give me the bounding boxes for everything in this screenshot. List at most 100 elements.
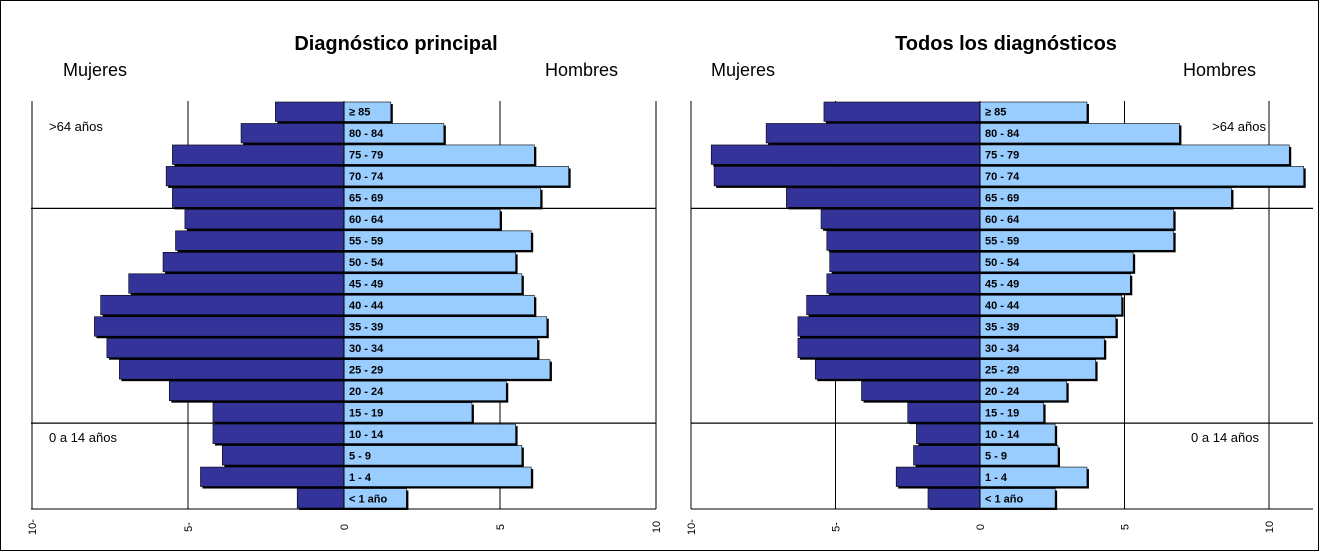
age-label: 50 - 54: [349, 257, 384, 269]
age-label: 70 - 74: [985, 171, 1020, 183]
bar-women: [786, 187, 981, 208]
bar-women: [119, 359, 345, 380]
bar-women: [797, 316, 981, 337]
bar-women: [861, 380, 981, 401]
bar-women: [172, 187, 345, 208]
age-label: 55 - 59: [985, 236, 1019, 248]
age-label: 25 - 29: [349, 364, 383, 376]
tick-label: 10-: [686, 519, 698, 535]
tick-label: 5-: [183, 522, 195, 532]
bar-women: [100, 294, 345, 316]
group-label-elderly: >64 años: [49, 119, 103, 134]
age-label: 50 - 54: [985, 257, 1020, 269]
age-label: 75 - 79: [349, 150, 383, 162]
age-label: 70 - 74: [349, 171, 384, 183]
age-label: < 1 año: [349, 493, 387, 505]
age-label: 75 - 79: [985, 150, 1019, 162]
age-label: ≥ 85: [349, 107, 370, 119]
age-label: 30 - 34: [349, 343, 384, 355]
age-label: 45 - 49: [985, 279, 1019, 291]
bar-women: [823, 101, 981, 122]
bar-women: [806, 294, 981, 316]
age-label: 5 - 9: [349, 450, 371, 462]
tick-label: 0: [339, 524, 351, 530]
bar-women: [184, 209, 345, 230]
age-label: 10 - 14: [985, 429, 1020, 441]
age-label: 45 - 49: [349, 279, 383, 291]
bar-women: [106, 337, 345, 358]
bar-women: [797, 337, 981, 358]
bar-women: [162, 252, 345, 273]
bar-women: [765, 123, 981, 144]
age-label: 15 - 19: [985, 407, 1019, 419]
bar-women: [710, 144, 981, 165]
left-axis-label: Mujeres: [711, 60, 775, 80]
bar-women: [212, 423, 345, 444]
age-label: 1 - 4: [349, 472, 372, 484]
age-label: 25 - 29: [985, 364, 1019, 376]
bar-women: [296, 488, 345, 509]
group-label-children: 0 a 14 años: [49, 430, 117, 445]
tick-label: 10: [651, 521, 663, 533]
age-label: 35 - 39: [985, 321, 1019, 333]
bar-men: [979, 144, 1290, 165]
age-label: 20 - 24: [985, 386, 1020, 398]
bar-women: [829, 252, 981, 273]
age-label: 55 - 59: [349, 236, 383, 248]
bar-men: [979, 166, 1304, 187]
bar-women: [222, 445, 345, 466]
tick-label: 5-: [831, 522, 843, 532]
bar-women: [128, 273, 345, 294]
bar-women: [895, 466, 981, 487]
age-label: 1 - 4: [985, 472, 1008, 484]
pyramid-panel-2: Todos los diagnósticos Mujeres Hombres ≥ 85…: [686, 33, 1313, 535]
age-label: 40 - 44: [985, 300, 1020, 312]
bar-men: [343, 466, 532, 487]
group-label-elderly: >64 años: [1212, 119, 1266, 134]
bar-women: [172, 144, 345, 165]
bar-women: [212, 402, 345, 423]
right-axis-label: Hombres: [1183, 60, 1256, 80]
bar-women: [168, 380, 345, 401]
group-label-children: 0 a 14 años: [1191, 430, 1259, 445]
bar-women: [94, 316, 345, 337]
tick-label: 5: [495, 524, 507, 530]
age-label: 65 - 69: [985, 193, 1019, 205]
bar-women: [916, 423, 981, 444]
age-label: 60 - 64: [349, 214, 384, 226]
tick-label: 10: [1264, 521, 1276, 533]
left-axis-label: Mujeres: [63, 60, 127, 80]
bar-women: [913, 445, 981, 466]
age-label: 35 - 39: [349, 321, 383, 333]
age-label: 30 - 34: [985, 343, 1020, 355]
bar-women: [175, 230, 345, 251]
age-label: 5 - 9: [985, 450, 1007, 462]
bar-women: [820, 209, 981, 230]
age-label: 65 - 69: [349, 193, 383, 205]
age-label: 80 - 84: [349, 128, 384, 140]
tick-label: 10-: [27, 519, 39, 535]
right-axis-label: Hombres: [545, 60, 618, 80]
chart-title: Diagnóstico principal: [294, 33, 497, 55]
age-label: ≥ 85: [985, 107, 1006, 119]
bar-women: [814, 359, 981, 380]
bar-women: [165, 166, 345, 187]
tick-label: 0: [975, 524, 987, 530]
bar-women: [907, 402, 981, 423]
bar-women: [200, 466, 345, 487]
age-label: 20 - 24: [349, 386, 384, 398]
bar-women: [713, 166, 981, 187]
age-label: 15 - 19: [349, 407, 383, 419]
bar-women: [240, 123, 345, 144]
age-label: 60 - 64: [985, 214, 1020, 226]
age-label: 80 - 84: [985, 128, 1020, 140]
bar-women: [927, 488, 981, 509]
age-label: < 1 año: [985, 493, 1023, 505]
bar-women: [826, 273, 981, 294]
pyramid-panel-1: Diagnóstico principal Mujeres Hombres ≥ 85 8…: [27, 33, 663, 535]
age-label: 10 - 14: [349, 429, 384, 441]
chart-title: Todos los diagnósticos: [895, 33, 1117, 55]
bar-women: [275, 101, 345, 122]
